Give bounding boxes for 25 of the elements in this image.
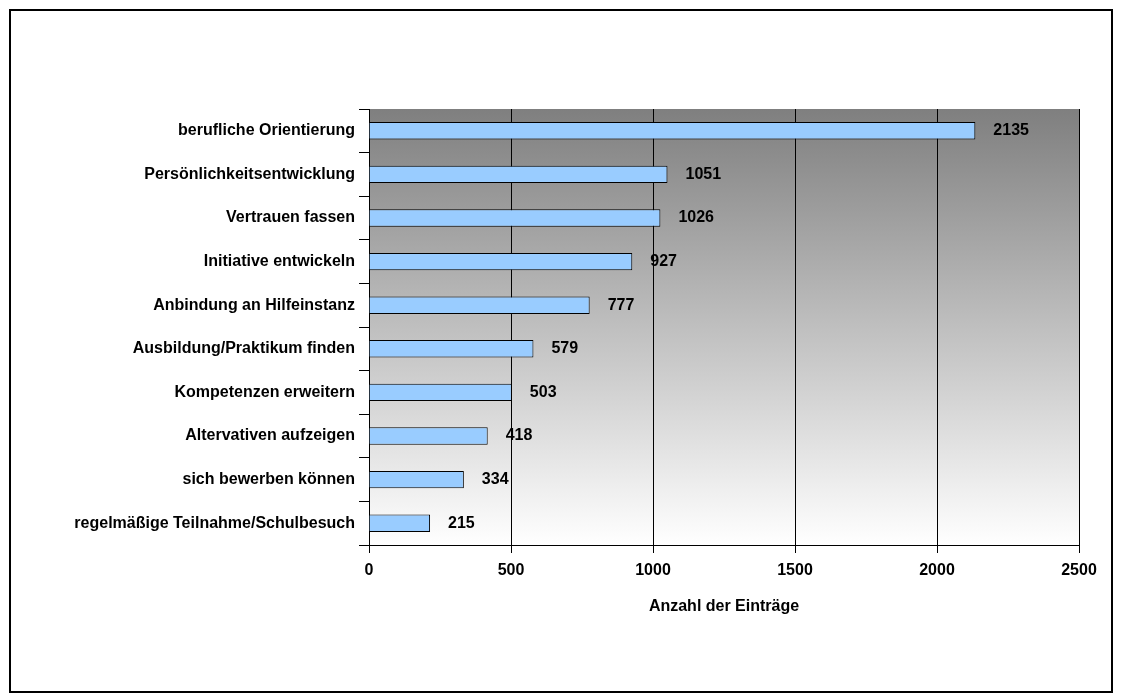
- y-tick-label: Ausbildung/Praktikum finden: [132, 339, 355, 357]
- y-tick-label: Vertrauen fassen: [226, 208, 355, 226]
- x-tick-label: 1500: [777, 561, 813, 579]
- data-label: 777: [607, 295, 635, 313]
- x-tick-label: 500: [497, 561, 525, 579]
- data-label: 334: [481, 470, 509, 488]
- x-tick-label: 2000: [919, 561, 955, 579]
- data-label: 2135: [993, 121, 1030, 139]
- data-label: 1051: [685, 164, 722, 182]
- y-tick-label: berufliche Orientierung: [178, 121, 355, 139]
- y-tick-label: sich bewerben können: [182, 470, 355, 488]
- data-label: 579: [551, 339, 579, 357]
- data-label: 215: [448, 513, 475, 531]
- y-tick-label: regelmäßige Teilnahme/Schulbesuch: [74, 513, 355, 531]
- y-tick-label: Altervativen aufzeigen: [185, 426, 355, 444]
- y-tick-label: Anbindung an Hilfeinstanz: [153, 295, 355, 313]
- y-tick-label: Initiative entwickeln: [203, 252, 355, 270]
- x-tick-label: 0: [364, 561, 374, 579]
- data-label: 1026: [678, 208, 715, 226]
- x-tick-label: 2500: [1061, 561, 1097, 579]
- x-tick-label: 1000: [635, 561, 671, 579]
- y-tick-label: Kompetenzen erweitern: [174, 382, 355, 400]
- data-label: 503: [529, 382, 557, 400]
- x-axis-title: Anzahl der Einträge: [648, 596, 800, 614]
- y-tick-label: Persönlichkeitsentwicklung: [144, 164, 355, 182]
